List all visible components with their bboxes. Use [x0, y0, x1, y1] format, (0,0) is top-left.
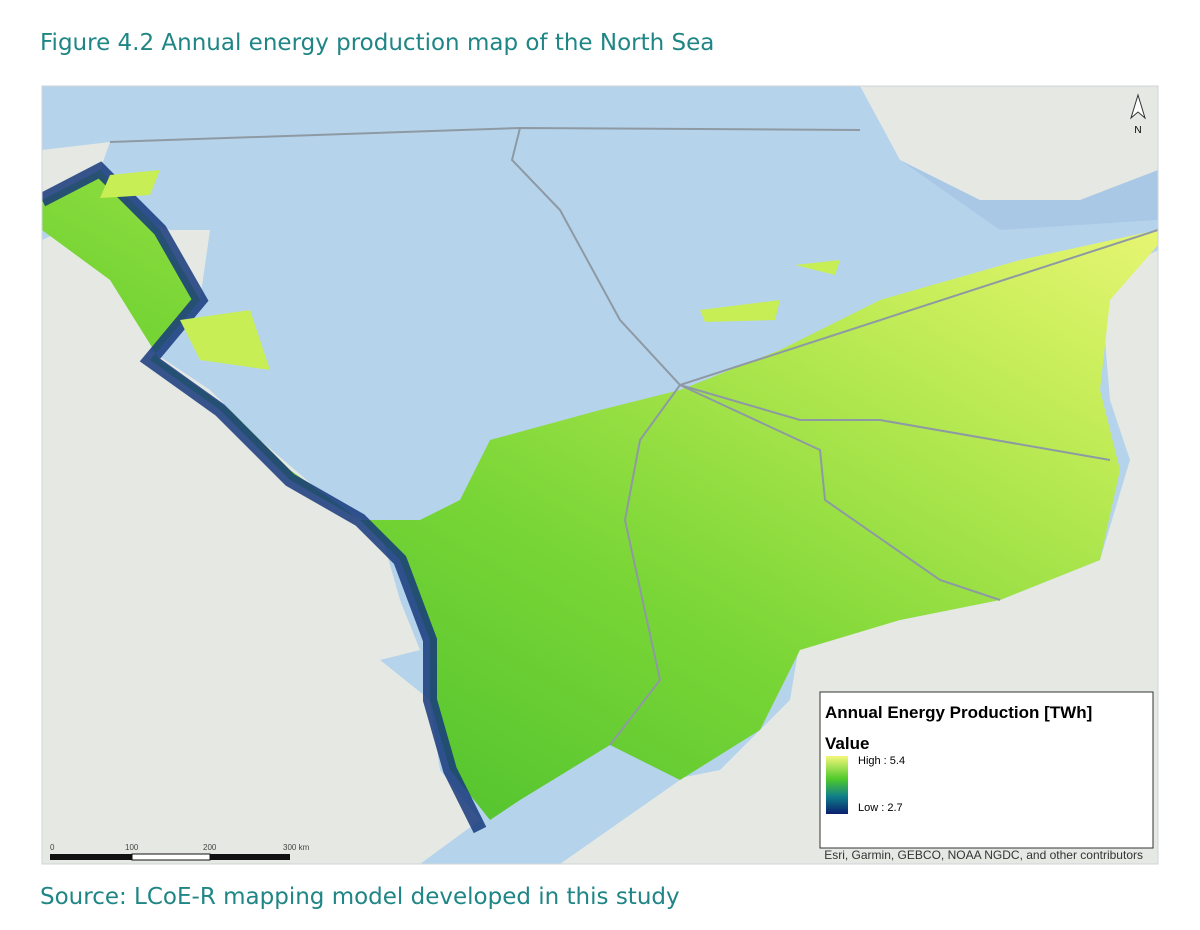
- legend-subtitle: Value: [825, 734, 869, 753]
- land-norway: [860, 86, 1158, 200]
- map-body: [42, 86, 1158, 864]
- map-frame: [41, 85, 1159, 865]
- sea: [42, 86, 1158, 864]
- legend: Annual Energy Production [TWh] Value Hig…: [819, 691, 1154, 849]
- scale-label: 0: [50, 843, 55, 852]
- figure-title: Figure 4.2 Annual energy production map …: [40, 30, 715, 56]
- legend-low: Low : 2.7: [858, 802, 903, 814]
- north-arrow: N: [1130, 93, 1146, 136]
- scale-label: 300 km: [283, 843, 310, 852]
- land-scotland-north: [42, 142, 110, 210]
- attribution: Esri, Garmin, GEBCO, NOAA NGDC, and othe…: [824, 848, 1143, 862]
- channel: [470, 745, 680, 864]
- energy-area: [42, 170, 1158, 820]
- north-label: N: [1134, 125, 1141, 136]
- energy-patches: [100, 170, 840, 370]
- scale-label: 100: [125, 843, 139, 852]
- source-note: Source: LCoE-R mapping model developed i…: [40, 884, 680, 910]
- legend-high: High : 5.4: [858, 755, 905, 767]
- deep-sea: [280, 86, 1158, 230]
- legend-ramp: [826, 756, 848, 814]
- legend-title: Annual Energy Production [TWh]: [825, 703, 1092, 722]
- eez-boundaries: [109, 126, 1158, 746]
- coastal-low: [42, 161, 487, 834]
- scale-label: 200: [203, 843, 217, 852]
- land-uk: [42, 210, 480, 864]
- land-continent: [520, 250, 1158, 864]
- scale-bar: 0 100 200 300 km: [50, 843, 310, 861]
- legend-box: [819, 691, 1154, 849]
